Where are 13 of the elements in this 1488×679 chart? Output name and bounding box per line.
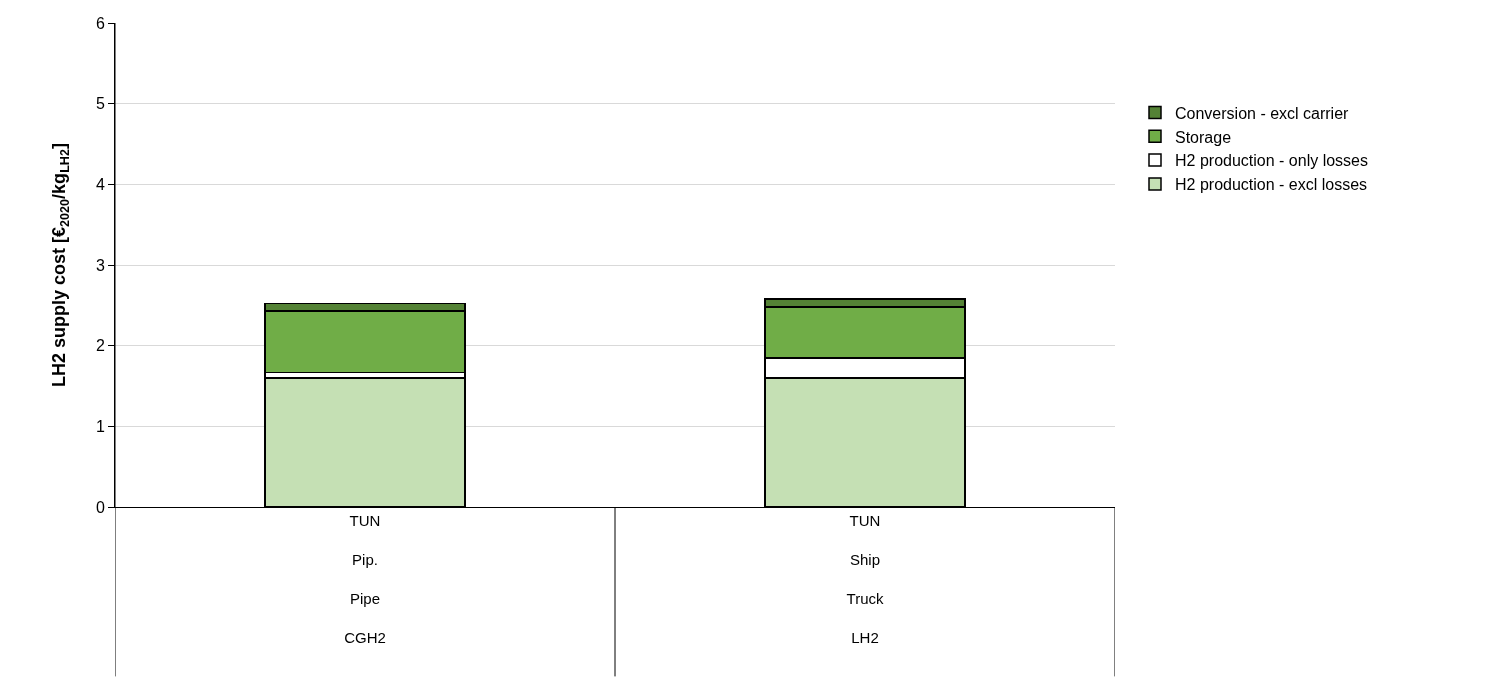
legend-label: H2 production - excl losses: [1175, 176, 1368, 194]
y-tick-label: 5: [95, 95, 105, 113]
legend-label: H2 production - only losses: [1175, 152, 1368, 170]
y-tick-label: 3: [95, 256, 105, 274]
category-label: TUN Pip. Pipe CGH2: [344, 512, 386, 646]
legend-label: Storage: [1175, 128, 1232, 146]
y-tick-label: 1: [95, 417, 105, 435]
y-tick-label: 4: [95, 175, 105, 193]
y-tick-label: 0: [95, 498, 105, 516]
category-label: TUN Ship Truck LH2: [846, 512, 884, 646]
y-tick-label: 6: [95, 14, 105, 32]
y-tick-label: 2: [95, 337, 105, 355]
legend-label: Conversion - excl carrier: [1175, 104, 1350, 122]
